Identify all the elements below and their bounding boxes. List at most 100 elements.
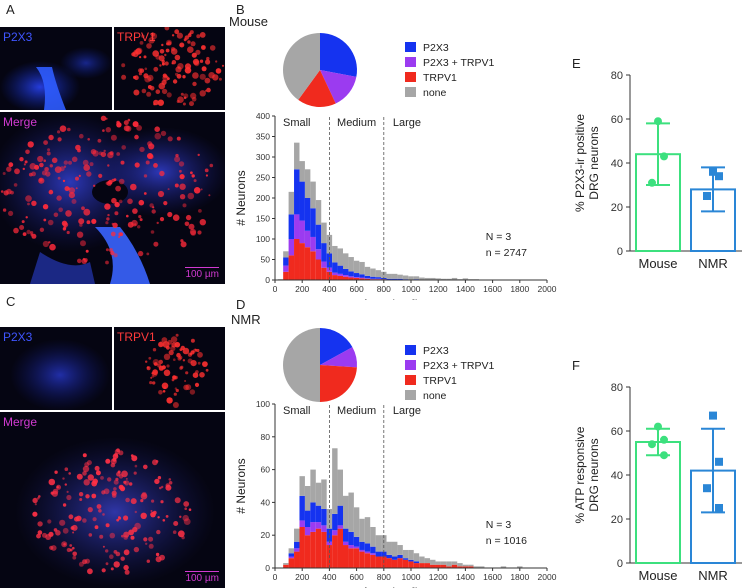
cell-body xyxy=(104,203,111,210)
panel-label-f: F xyxy=(572,358,580,373)
cell-body xyxy=(102,513,105,516)
cell-body xyxy=(65,210,72,217)
cell-body xyxy=(183,93,189,99)
cell-body xyxy=(138,215,142,219)
bar-none xyxy=(375,270,382,278)
bar-none xyxy=(370,268,376,277)
size-region-label: Medium xyxy=(337,405,376,417)
bar-p2x3-trpv1 xyxy=(321,525,327,532)
cell-body xyxy=(79,498,83,501)
cell-body xyxy=(199,219,206,226)
data-point xyxy=(709,411,717,420)
bar-none xyxy=(451,277,458,280)
cell-body xyxy=(95,470,101,476)
bar-none xyxy=(375,535,382,552)
cell-body xyxy=(191,174,195,178)
cell-body xyxy=(101,490,106,495)
cell-body xyxy=(189,101,194,107)
pie-slice-p2x3-trpv1 xyxy=(320,70,357,104)
bar-trpv1 xyxy=(288,255,295,280)
bar-p2x3-trpv1 xyxy=(353,546,360,549)
trpv1-label: TRPV1 xyxy=(117,330,156,344)
cell-body xyxy=(176,73,182,79)
data-point xyxy=(660,451,668,460)
cell-body xyxy=(30,231,34,235)
bar-none xyxy=(386,541,392,555)
cell-body xyxy=(174,387,178,390)
cell-body xyxy=(78,174,81,177)
bar-trpv1 xyxy=(359,278,365,280)
bar-none xyxy=(310,469,316,503)
cell-body xyxy=(117,470,121,474)
bar-trpv1 xyxy=(375,556,382,568)
bar-trpv1 xyxy=(304,247,311,280)
cell-body xyxy=(175,333,179,337)
cell-body xyxy=(50,545,57,551)
merge-stain-image xyxy=(15,437,215,587)
sample-count-n-animals: N = 3 xyxy=(486,519,512,531)
cell-body xyxy=(66,547,71,553)
cell-body xyxy=(10,190,14,195)
cell-body xyxy=(121,74,127,80)
cell-body xyxy=(184,507,187,510)
data-point xyxy=(660,435,668,444)
bar-p2x3 xyxy=(310,208,316,237)
cell-body xyxy=(212,74,219,81)
x-tick-label: 1000 xyxy=(402,572,421,582)
p2x3-stain-image xyxy=(0,47,112,110)
bar-trpv1 xyxy=(304,535,311,568)
cell-body xyxy=(154,132,162,140)
x-tick-label: 200 xyxy=(295,284,309,294)
cell-body xyxy=(113,561,120,568)
cell-body xyxy=(190,171,193,175)
cell-body xyxy=(139,56,142,59)
cell-body xyxy=(180,92,184,96)
cell-body xyxy=(105,562,109,566)
cell-body xyxy=(27,141,34,148)
cell-body xyxy=(173,521,179,526)
cell-body xyxy=(161,43,164,47)
cell-body xyxy=(116,518,120,522)
cell-body xyxy=(36,533,41,539)
cell-body xyxy=(159,486,162,490)
bar-trpv1 xyxy=(364,278,371,280)
x-tick-label: 2000 xyxy=(538,284,557,294)
cell-body xyxy=(178,355,183,360)
bar-p2x3 xyxy=(370,546,376,554)
cell-body xyxy=(159,49,165,54)
cell-body xyxy=(165,48,170,53)
cell-body xyxy=(152,206,155,209)
cell-body xyxy=(159,217,165,222)
bar-none xyxy=(397,545,403,555)
cell-body xyxy=(127,198,133,205)
cell-body xyxy=(83,208,91,216)
cell-body xyxy=(206,56,210,61)
scale-bar-label: 100 µm xyxy=(185,573,219,584)
cell-body xyxy=(159,64,162,67)
cell-body xyxy=(166,364,170,368)
legend-label: none xyxy=(423,87,447,99)
bar-p2x3 xyxy=(391,556,398,560)
cell-body xyxy=(118,199,123,204)
data-point xyxy=(703,484,711,493)
cell-body xyxy=(77,148,81,153)
cell-body xyxy=(158,341,164,348)
cell-body xyxy=(55,530,61,536)
cell-body xyxy=(215,60,218,63)
bar-trpv1 xyxy=(321,267,327,280)
x-tick-label: 1200 xyxy=(429,284,448,294)
y-tick-label: 80 xyxy=(611,382,623,394)
bar-none xyxy=(353,507,360,537)
cell-body xyxy=(114,201,120,208)
pie-slice-trpv1 xyxy=(320,365,357,402)
cell-body xyxy=(201,45,206,50)
cell-body xyxy=(59,125,67,132)
cell-body xyxy=(19,225,25,230)
bar-p2x3 xyxy=(375,277,382,279)
bar-none xyxy=(337,469,343,506)
cell-body xyxy=(146,91,152,97)
cell-body xyxy=(118,232,123,236)
bar-p2x3-trpv1 xyxy=(288,239,295,256)
cell-body xyxy=(143,192,147,195)
